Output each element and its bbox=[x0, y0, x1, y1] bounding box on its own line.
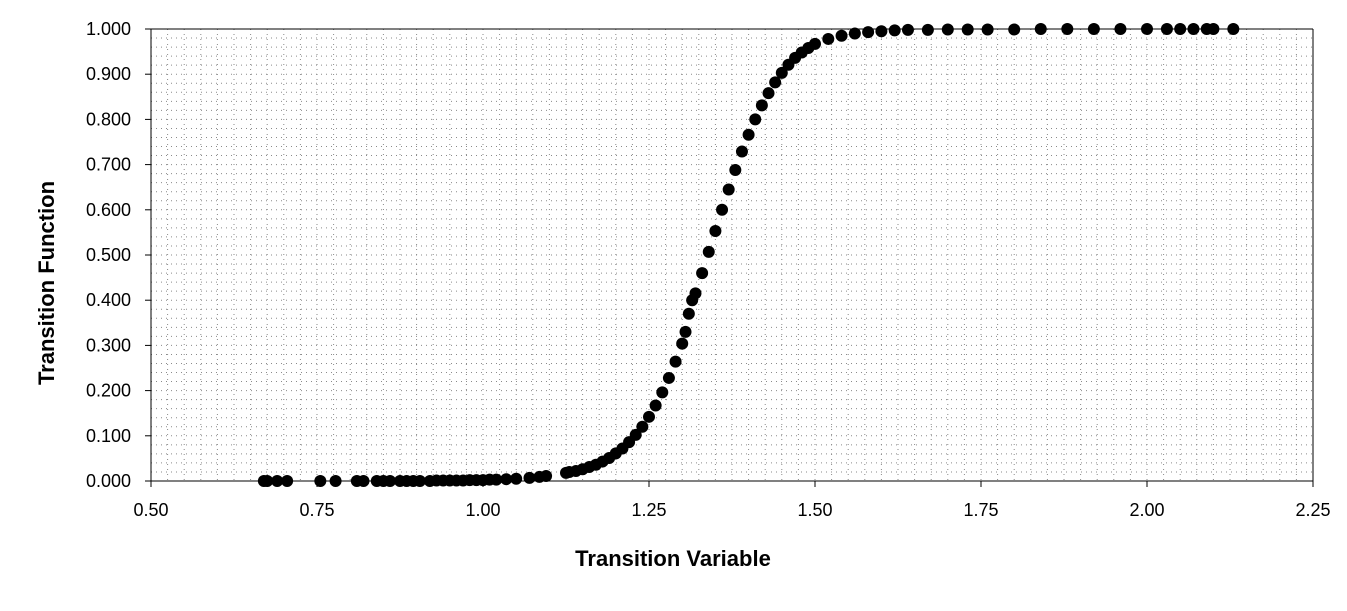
data-point bbox=[636, 420, 649, 433]
data-point bbox=[676, 337, 689, 350]
x-tick-label: 2.00 bbox=[1129, 500, 1164, 520]
data-point bbox=[835, 29, 848, 42]
data-point bbox=[775, 66, 788, 79]
y-tick-label: 0.200 bbox=[86, 381, 131, 401]
x-tick-label: 1.50 bbox=[797, 500, 832, 520]
data-point bbox=[888, 24, 901, 37]
data-point bbox=[702, 245, 715, 258]
data-point bbox=[735, 145, 748, 158]
data-point bbox=[941, 23, 954, 36]
data-point bbox=[1087, 23, 1100, 35]
data-point bbox=[921, 23, 934, 36]
x-tick-label: 0.50 bbox=[133, 500, 168, 520]
data-point bbox=[669, 355, 682, 368]
data-point bbox=[329, 475, 342, 487]
grid-layer bbox=[150, 28, 1314, 482]
data-point bbox=[848, 27, 861, 40]
data-point bbox=[901, 23, 914, 36]
y-tick-label: 0.800 bbox=[86, 109, 131, 129]
x-tick-label: 1.75 bbox=[963, 500, 998, 520]
y-tick-label: 1.000 bbox=[86, 19, 131, 39]
data-points bbox=[257, 23, 1240, 487]
data-point bbox=[500, 473, 513, 486]
x-tick-label: 0.75 bbox=[299, 500, 334, 520]
data-point bbox=[314, 475, 327, 487]
data-point bbox=[1160, 23, 1173, 35]
x-tick-label: 1.25 bbox=[631, 500, 666, 520]
data-point bbox=[643, 410, 655, 423]
y-tick-label: 0.900 bbox=[86, 64, 131, 84]
data-point bbox=[1008, 23, 1021, 36]
data-point bbox=[1174, 23, 1187, 35]
data-point bbox=[709, 225, 722, 238]
y-tick-label: 0.400 bbox=[86, 290, 131, 310]
data-point bbox=[961, 23, 974, 36]
data-point bbox=[682, 307, 695, 320]
data-point bbox=[1207, 23, 1220, 35]
y-tick-label: 0.700 bbox=[86, 155, 131, 175]
data-point bbox=[822, 32, 835, 45]
data-point bbox=[384, 475, 397, 487]
data-point bbox=[1114, 23, 1127, 35]
y-tick-label: 0.100 bbox=[86, 426, 131, 446]
data-point bbox=[490, 473, 503, 486]
y-tick-label: 0.600 bbox=[86, 200, 131, 220]
data-point bbox=[413, 475, 426, 487]
x-tick-label: 1.00 bbox=[465, 500, 500, 520]
x-tick-label: 2.25 bbox=[1295, 500, 1330, 520]
y-axis-title: Transition Function bbox=[34, 181, 59, 385]
data-point bbox=[742, 128, 755, 141]
data-point bbox=[656, 386, 669, 399]
data-point bbox=[1227, 23, 1240, 35]
data-point bbox=[261, 475, 274, 487]
data-point bbox=[510, 472, 523, 485]
y-tick-label: 0.300 bbox=[86, 335, 131, 355]
data-point bbox=[716, 203, 729, 216]
data-point bbox=[1061, 23, 1074, 35]
data-point bbox=[357, 475, 370, 487]
data-point bbox=[1034, 23, 1047, 35]
y-tick-label: 0.500 bbox=[86, 245, 131, 265]
tick-labels: 0.50 0.75 1.00 1.25 1.50 1.75 2.00 2.25 0.000 0.1… bbox=[86, 19, 1331, 520]
data-point bbox=[981, 23, 994, 36]
x-axis-title: Transition Variable bbox=[575, 546, 771, 571]
data-point bbox=[540, 470, 553, 483]
data-point bbox=[689, 287, 702, 300]
data-point bbox=[749, 113, 762, 126]
data-point bbox=[862, 26, 875, 39]
data-point bbox=[662, 371, 675, 384]
data-point bbox=[1141, 23, 1153, 35]
data-point bbox=[729, 164, 742, 177]
data-point bbox=[809, 37, 821, 50]
data-point bbox=[629, 428, 642, 441]
data-point bbox=[769, 76, 782, 89]
data-point bbox=[281, 475, 294, 487]
data-point bbox=[649, 399, 662, 412]
y-tick-label: 0.000 bbox=[86, 471, 131, 491]
data-point bbox=[523, 471, 536, 484]
data-point bbox=[271, 475, 284, 487]
data-point bbox=[1187, 23, 1200, 35]
data-point bbox=[762, 87, 775, 100]
data-point bbox=[696, 267, 709, 280]
data-point bbox=[875, 25, 888, 38]
data-point bbox=[722, 183, 735, 196]
data-point bbox=[755, 99, 768, 112]
data-point bbox=[679, 325, 692, 338]
